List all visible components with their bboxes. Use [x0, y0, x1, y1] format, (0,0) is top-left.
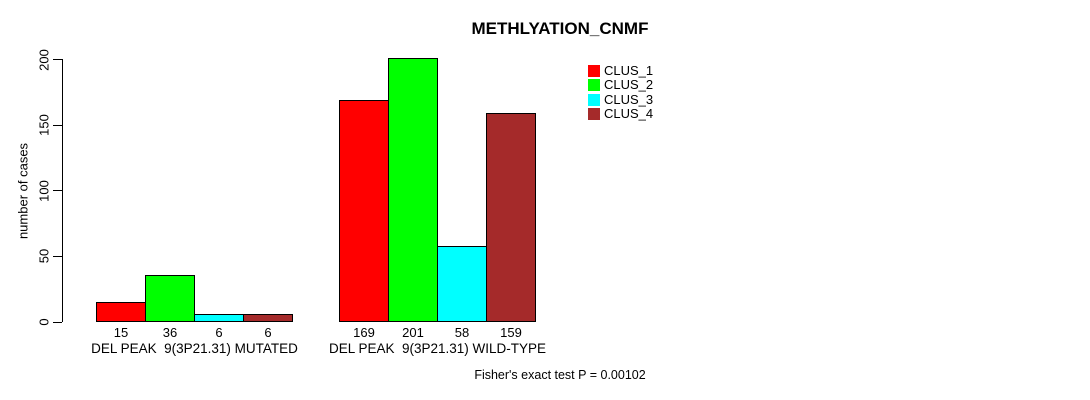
y-axis-line	[62, 59, 63, 322]
y-axis-tick-label: 0	[36, 318, 52, 326]
y-axis-tick	[53, 190, 62, 192]
bar-value-label: 36	[162, 325, 178, 340]
legend-label: CLUS_3	[604, 91, 654, 107]
legend-item: CLUS_1	[588, 63, 654, 78]
bar-value-label: 58	[454, 325, 470, 340]
bar-value-label: 169	[353, 325, 375, 340]
legend-item: CLUS_3	[588, 91, 654, 107]
bar-value-label: 15	[113, 325, 129, 340]
y-axis-tick	[53, 124, 62, 126]
bar-clus_4	[243, 314, 293, 322]
legend-label: CLUS_4	[604, 105, 654, 121]
legend-item: CLUS_4	[588, 105, 654, 121]
y-axis-tick-label: 200	[36, 48, 52, 71]
bar-value-label: 6	[215, 325, 223, 340]
bar-clus_1	[339, 100, 389, 322]
y-axis-tick	[53, 255, 62, 257]
y-axis-tick	[53, 59, 62, 60]
legend-label: CLUS_2	[604, 77, 654, 93]
bar-value-label: 201	[402, 325, 424, 340]
bar-value-label: 6	[264, 325, 272, 340]
legend-swatch	[588, 65, 600, 77]
legend-swatch	[588, 93, 600, 106]
legend-item: CLUS_2	[588, 77, 654, 93]
legend-label: CLUS_1	[604, 63, 654, 78]
x-category-label: DEL PEAK 9(3P21.31) MUTATED	[91, 341, 298, 356]
x-category-label: DEL PEAK 9(3P21.31) WILD-TYPE	[328, 341, 547, 356]
bar-clus_2	[145, 275, 195, 322]
bar-clus_3	[437, 246, 487, 322]
bar-clus_3	[194, 314, 244, 322]
legend-swatch	[588, 79, 600, 92]
y-axis-tick	[53, 321, 62, 323]
y-axis-label: number of cases	[15, 142, 31, 240]
bar-clus_1	[96, 302, 146, 322]
y-axis-tick-label: 50	[36, 249, 52, 264]
y-axis-tick-label: 150	[36, 114, 52, 136]
chart-title: METHLYATION_CNMF	[471, 19, 649, 38]
bar-clus_4	[486, 113, 536, 322]
bar-clus_2	[388, 58, 438, 322]
y-axis-tick-label: 100	[36, 179, 52, 202]
bar-value-label: 159	[500, 325, 522, 340]
fisher-test-annotation: Fisher's exact test P = 0.00102	[474, 368, 646, 382]
legend-swatch	[588, 107, 600, 120]
